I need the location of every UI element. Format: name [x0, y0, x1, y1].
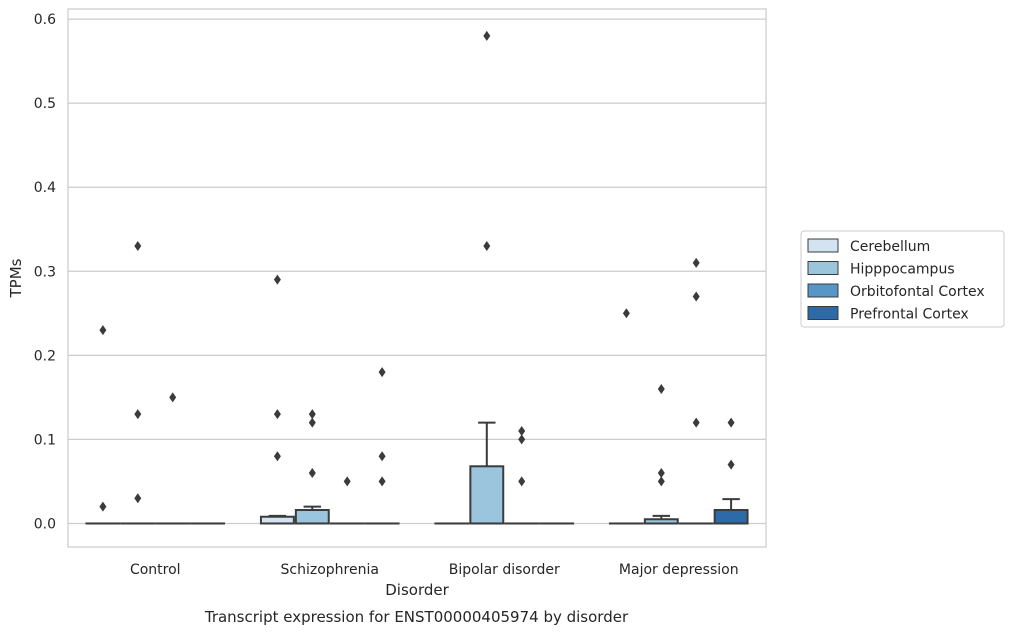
outlier-point [308, 417, 316, 428]
outlier-point [692, 291, 700, 302]
chart-caption: Transcript expression for ENST0000040597… [204, 608, 629, 626]
box-hipppocampus [120, 241, 156, 525]
legend-frame [800, 230, 1005, 328]
box-orbitofontal-cortex [155, 392, 191, 525]
outlier-point [134, 409, 142, 420]
box-orbitofontal-cortex [329, 476, 365, 525]
y-tick-label: 0.5 [34, 96, 56, 112]
gridlines [68, 18, 766, 525]
outlier-point [657, 468, 665, 479]
outlier-point [657, 383, 665, 394]
y-axis-title: TPMs [7, 258, 25, 298]
legend-label: Cerebellum [850, 239, 930, 255]
outlier-point [343, 476, 351, 487]
outlier-point [692, 257, 700, 268]
x-tick-label: Bipolar disorder [449, 562, 560, 578]
y-tick-label: 0.6 [34, 12, 56, 28]
box-cerebellum [85, 325, 121, 525]
outlier-point [134, 493, 142, 504]
box-hipppocampus [643, 383, 679, 525]
y-tick-label: 0.1 [34, 432, 56, 448]
y-tick-label: 0.2 [34, 348, 56, 364]
outlier-point [518, 476, 526, 487]
outlier-point [622, 308, 630, 319]
legend: Cerebellum Hipppocampus Orbitofontal Corte… [800, 230, 1005, 328]
outlier-point [99, 501, 107, 512]
x-tick-label: Control [130, 562, 181, 578]
legend-swatch [807, 261, 839, 275]
box-cerebellum [608, 308, 644, 525]
outlier-point [483, 30, 491, 41]
box-orbitofontal-cortex [504, 425, 540, 525]
box-body [259, 515, 295, 525]
box-cerebellum [259, 274, 295, 525]
legend-label: Orbitofontal Cortex [850, 284, 985, 300]
outlier-point [308, 409, 316, 420]
outlier-point [518, 425, 526, 436]
outlier-point [273, 274, 281, 285]
y-axis-ticks: 0.0 0.1 0.2 0.3 0.4 0.5 0.6 [34, 12, 56, 532]
legend-swatch [807, 238, 839, 253]
x-axis-ticks: Control Schizophrenia Bipolar disorder Majo… [130, 562, 739, 578]
outlier-point [518, 434, 526, 445]
legend-label: Prefrontal Cortex [850, 307, 969, 323]
outlier-point [273, 409, 281, 420]
x-axis-title: Disorder [385, 581, 449, 599]
outlier-point [378, 476, 386, 487]
box-prefrontal-cortex [713, 417, 749, 525]
y-tick-label: 0.0 [34, 516, 56, 532]
outlier-point [99, 325, 107, 336]
outlier-point [308, 468, 316, 479]
box-body [294, 509, 330, 525]
box-hipppocampus [469, 30, 505, 525]
outlier-point [378, 451, 386, 462]
box-body [713, 509, 749, 525]
box-prefrontal-cortex [364, 367, 400, 525]
legend-swatch [807, 306, 839, 320]
legend-label: Hipppocampus [850, 262, 955, 278]
outlier-point [727, 417, 735, 428]
outlier-point [483, 241, 491, 252]
x-tick-label: Major depression [619, 562, 739, 578]
y-tick-label: 0.4 [34, 180, 56, 196]
box-orbitofontal-cortex [678, 257, 714, 525]
outlier-point [273, 451, 281, 462]
outlier-point [378, 367, 386, 378]
outlier-point [169, 392, 177, 403]
x-tick-label: Schizophrenia [281, 562, 379, 578]
box-body [469, 465, 505, 525]
outlier-point [134, 241, 142, 252]
box-hipppocampus [294, 409, 330, 525]
outlier-point [727, 459, 735, 470]
legend-swatch [807, 283, 839, 298]
y-tick-label: 0.3 [34, 264, 56, 280]
outlier-point [657, 476, 665, 487]
outlier-point [692, 417, 700, 428]
plot-frame [67, 8, 767, 548]
box-plot-series [85, 30, 749, 525]
